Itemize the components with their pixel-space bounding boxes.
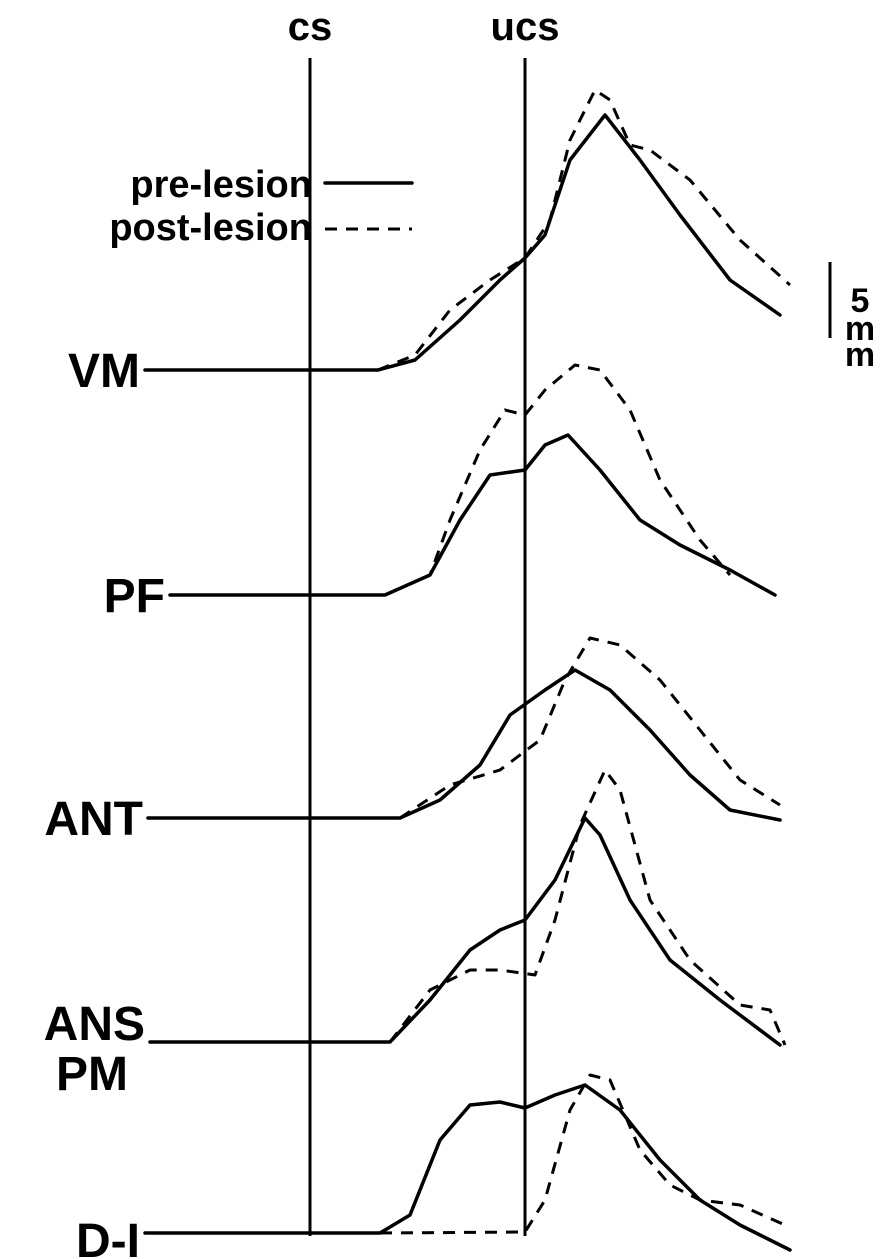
- legend-post: post-lesion: [109, 207, 312, 249]
- pre-trace: [168, 433, 777, 597]
- pre-trace: [148, 816, 782, 1047]
- trace-label: ANT: [44, 793, 143, 846]
- post-trace: [384, 363, 732, 597]
- legend-pre: pre-lesion: [130, 164, 312, 206]
- pre-trace: [143, 113, 782, 372]
- post-trace: [399, 636, 781, 820]
- trace-label: ANS: [44, 998, 145, 1051]
- pre-trace: [143, 1083, 792, 1252]
- post-trace: [377, 88, 792, 372]
- scale-label: 5: [851, 282, 870, 320]
- cs-label: cs: [288, 5, 333, 49]
- scale-label: m: [845, 336, 875, 374]
- scale-label: m: [845, 310, 875, 348]
- ucs-label: ucs: [491, 5, 560, 49]
- pre-trace: [146, 668, 782, 822]
- trace-label: D-I: [76, 1215, 140, 1259]
- trace-label: VM: [68, 345, 140, 398]
- post-trace: [388, 768, 787, 1046]
- trace-label: PF: [104, 570, 165, 623]
- trace-label: PM: [56, 1048, 128, 1101]
- post-trace: [379, 1073, 786, 1235]
